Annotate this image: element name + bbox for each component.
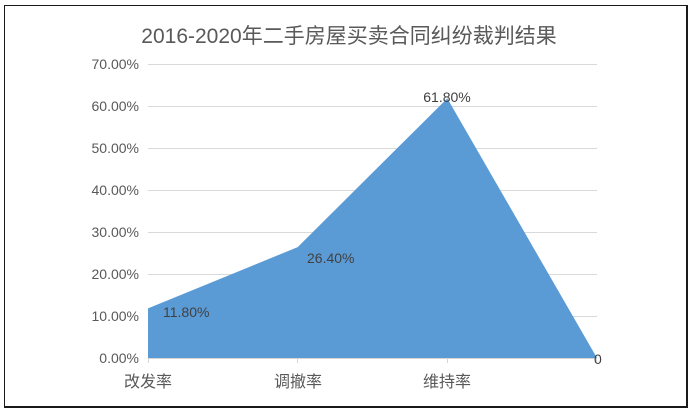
y-tick-label: 70.00% bbox=[91, 56, 139, 72]
gridline-60pct bbox=[148, 106, 597, 107]
x-tick-label-tiaochelv: 调撤率 bbox=[273, 374, 322, 391]
x-axis-tick bbox=[447, 358, 448, 363]
area-series-shape bbox=[148, 98, 597, 358]
x-tick-label-gaifalv: 改发率 bbox=[123, 374, 172, 391]
y-tick-label: 20.00% bbox=[91, 266, 139, 282]
data-label-point-2: 26.40% bbox=[307, 250, 355, 266]
x-axis-tick bbox=[148, 358, 149, 363]
area-series bbox=[148, 98, 597, 358]
data-label-point-4: 0 bbox=[594, 351, 602, 367]
y-tick-label: 0.00% bbox=[99, 350, 139, 366]
gridline-50pct bbox=[148, 148, 597, 149]
data-label-point-1: 11.80% bbox=[163, 304, 210, 320]
x-axis-tick bbox=[297, 358, 298, 363]
data-label-point-3: 61.80% bbox=[423, 89, 471, 105]
y-tick-label: 60.00% bbox=[91, 98, 139, 114]
y-tick-label: 50.00% bbox=[91, 140, 139, 156]
y-tick-label: 30.00% bbox=[91, 224, 139, 240]
gridline-70pct bbox=[148, 64, 597, 65]
y-tick-label: 40.00% bbox=[91, 182, 139, 198]
chart-title: 2016-2020年二手房屋买卖合同纠纷裁判结果 bbox=[141, 25, 557, 48]
x-axis-tick bbox=[596, 358, 597, 363]
x-tick-label-weichilv: 维持率 bbox=[422, 374, 471, 391]
y-tick-label: 10.00% bbox=[91, 308, 139, 324]
